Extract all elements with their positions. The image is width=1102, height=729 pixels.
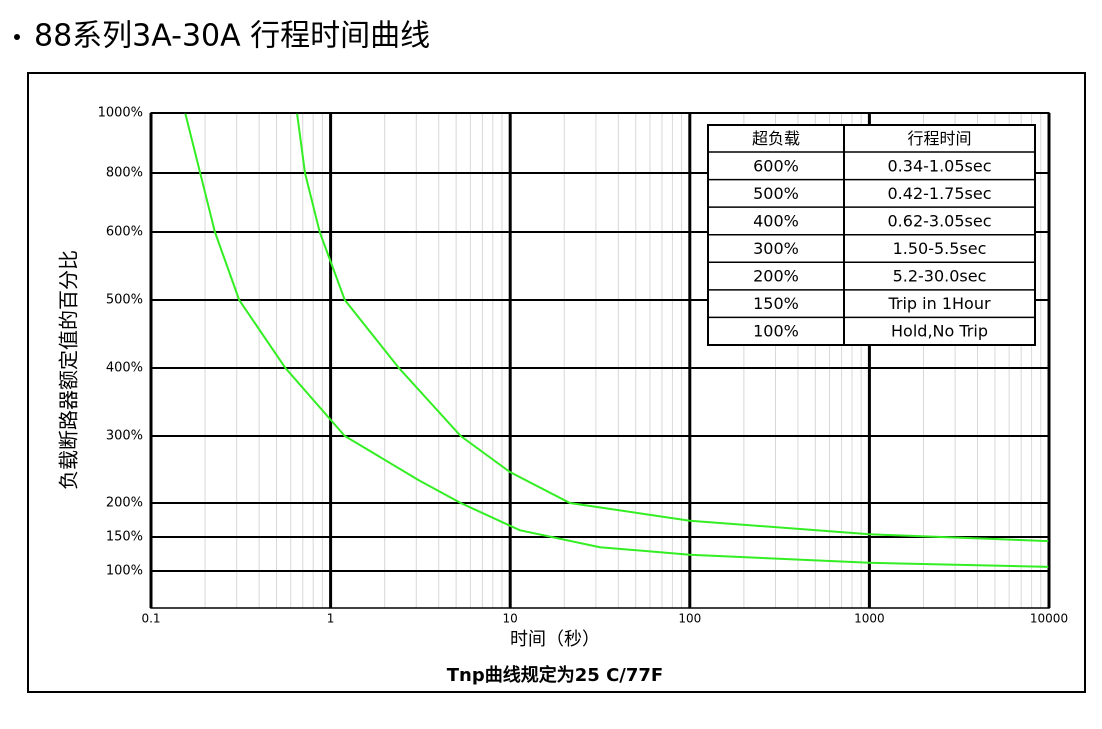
x-tick-label: 1 xyxy=(327,612,335,626)
y-tick-label: 200% xyxy=(106,496,143,511)
curve xyxy=(296,112,1050,543)
bullet xyxy=(14,34,20,40)
frame xyxy=(27,72,1086,693)
table-cell: Trip in 1Hour xyxy=(887,294,991,313)
y-tick-label: 600% xyxy=(106,225,143,240)
x-axis-label: 时间（秒） xyxy=(510,629,600,650)
y-tick-label: 500% xyxy=(106,293,143,308)
table-cell: 1.50-5.5sec xyxy=(893,239,987,258)
table-header: 行程时间 xyxy=(907,129,971,148)
y-tick-label: 400% xyxy=(106,361,143,376)
plot-border xyxy=(150,112,1050,609)
table-cell: 600% xyxy=(753,156,799,175)
y-axis-label: 负载断路器额定值的百分比 xyxy=(57,250,81,490)
y-tick-label: 800% xyxy=(106,166,143,181)
x-tick-label: 1000 xyxy=(854,612,885,626)
table-header: 超负载 xyxy=(752,129,800,148)
y-tick-label: 1000% xyxy=(98,106,143,121)
x-tick-label: 10000 xyxy=(1030,612,1068,626)
table-cell: 500% xyxy=(753,184,799,203)
page-title: 88系列3A-30A 行程时间曲线 xyxy=(34,19,430,54)
table-cell: 5.2-30.0sec xyxy=(893,267,987,286)
curve xyxy=(184,112,1050,568)
x-tick-label: 10 xyxy=(503,612,518,626)
x-tick-label: 0.1 xyxy=(141,612,160,626)
y-tick-label: 300% xyxy=(106,429,143,444)
table-cell: Hold,No Trip xyxy=(891,322,988,341)
table-cell: 0.62-3.05sec xyxy=(888,211,992,230)
note: Tnp曲线规定为25 C/77F xyxy=(447,664,663,686)
y-tick-label: 100% xyxy=(106,564,143,579)
table-cell: 0.42-1.75sec xyxy=(888,184,992,203)
table-cell: 0.34-1.05sec xyxy=(888,156,992,175)
table-cell: 300% xyxy=(753,239,799,258)
table-cell: 400% xyxy=(753,211,799,230)
x-tick-label: 100 xyxy=(678,612,701,626)
y-tick-label: 150% xyxy=(106,530,143,545)
table-cell: 100% xyxy=(753,322,799,341)
table-cell: 200% xyxy=(753,267,799,286)
table-cell: 150% xyxy=(753,294,799,313)
